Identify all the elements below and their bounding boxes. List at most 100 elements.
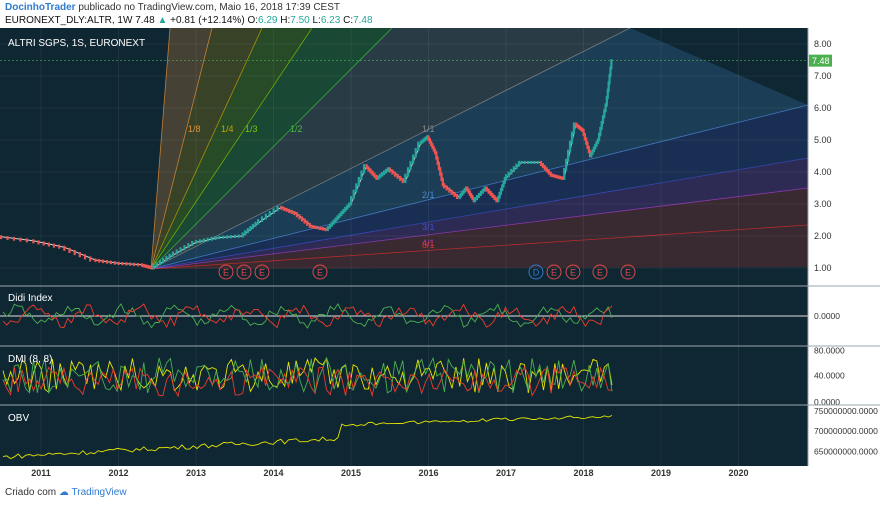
price-candle bbox=[466, 186, 469, 192]
price-candle bbox=[336, 215, 339, 221]
price-candle bbox=[282, 206, 286, 211]
chart-area[interactable]: 1/8 1/4 1/3 1/2 1/1 2/1 3/1 4/18/1 7.48 E E E E D E E E… bbox=[0, 28, 880, 484]
price-candle bbox=[607, 81, 610, 92]
price-candle bbox=[605, 95, 608, 107]
price-candle bbox=[472, 197, 475, 203]
gann-fan-line bbox=[150, 28, 171, 269]
price-candle bbox=[541, 163, 545, 169]
price-candle bbox=[133, 262, 136, 267]
author-link[interactable]: DocinhoTrader bbox=[5, 2, 76, 13]
gann-fan: 1/8 1/4 1/3 1/2 1/1 2/1 3/1 4/18/1 bbox=[150, 28, 809, 270]
price-candle bbox=[162, 257, 165, 264]
x-tick-label: 2011 bbox=[31, 468, 51, 478]
price-candle bbox=[459, 192, 462, 198]
price-candle bbox=[264, 213, 267, 220]
price-candle bbox=[334, 217, 337, 223]
pane-y-tick-label: 40.0000 bbox=[814, 371, 845, 381]
price-candle bbox=[606, 88, 609, 99]
price-candle bbox=[561, 176, 564, 180]
price-candle bbox=[346, 204, 349, 210]
price-candle bbox=[483, 186, 486, 192]
price-candle bbox=[422, 138, 425, 143]
axes: 8.00 7.00 6.00 5.00 4.00 3.00 2.00 1.00 2011 2012… bbox=[0, 28, 880, 484]
price-candle bbox=[470, 192, 473, 199]
price-candle bbox=[536, 160, 539, 164]
price-candle bbox=[475, 195, 479, 201]
price-candle bbox=[510, 168, 513, 175]
price-candle bbox=[555, 174, 558, 179]
price-candle bbox=[98, 259, 101, 263]
last-price-tag-text: 7.48 bbox=[812, 56, 830, 66]
price-candle bbox=[439, 167, 442, 176]
price-candle bbox=[311, 224, 314, 229]
open-value: 6.29 bbox=[258, 15, 278, 26]
price-candle bbox=[468, 190, 472, 196]
x-tick-label: 2012 bbox=[108, 468, 128, 478]
price-candle bbox=[78, 252, 81, 258]
price-candle bbox=[37, 240, 40, 245]
price-candle bbox=[539, 160, 543, 167]
price-candle bbox=[369, 168, 372, 174]
price-candle bbox=[144, 264, 147, 268]
price-candle bbox=[401, 177, 404, 184]
change-up-icon: ▲ bbox=[157, 15, 168, 26]
price-candle bbox=[285, 207, 288, 212]
price-candle bbox=[578, 125, 581, 130]
gann-fan-label: 3/1 bbox=[422, 222, 435, 232]
price-candle bbox=[491, 192, 494, 199]
price-candle bbox=[453, 191, 456, 197]
price-candle bbox=[603, 109, 606, 119]
price-candle bbox=[574, 122, 577, 127]
price-candle bbox=[332, 219, 335, 225]
publish-info: publicado no TradingView.com, Maio 16, 2… bbox=[78, 2, 341, 13]
tradingview-logo-icon: ☁ bbox=[58, 487, 69, 498]
close-value: 7.48 bbox=[353, 15, 373, 26]
price-candle bbox=[12, 236, 16, 241]
gann-fan-line bbox=[150, 28, 213, 270]
price-candle bbox=[467, 188, 470, 194]
price-candle bbox=[249, 225, 252, 232]
price-candle bbox=[437, 161, 441, 171]
price-candle bbox=[430, 140, 433, 147]
y-tick-label: 5.00 bbox=[814, 135, 832, 145]
price-candle bbox=[241, 232, 244, 238]
tradingview-brand[interactable]: TradingView bbox=[71, 487, 127, 498]
price-candle bbox=[423, 137, 426, 142]
pane-y-tick-label: 750000000.0000 bbox=[814, 406, 878, 416]
price-candle bbox=[431, 143, 434, 149]
price-candle bbox=[328, 223, 331, 229]
price-candle bbox=[321, 227, 324, 231]
chart-footer: Criado com ☁ TradingView bbox=[5, 487, 127, 498]
price-candle bbox=[464, 186, 468, 192]
price-candle bbox=[533, 160, 536, 164]
indicator-series-line bbox=[2, 415, 613, 460]
price-candle bbox=[577, 124, 580, 129]
price-candle bbox=[412, 154, 415, 164]
time-scale-background bbox=[0, 466, 880, 484]
price-candle bbox=[433, 148, 437, 155]
price-candle bbox=[342, 208, 345, 215]
price-candle bbox=[348, 202, 351, 208]
price-candle bbox=[462, 189, 465, 195]
price-candle bbox=[515, 163, 518, 170]
gann-fan-label: 1/8 bbox=[188, 124, 201, 134]
price-candle bbox=[52, 243, 56, 248]
price-candle bbox=[109, 260, 112, 265]
price-candle bbox=[563, 167, 566, 180]
price-candle bbox=[596, 138, 599, 145]
price-candle bbox=[371, 170, 374, 176]
price-candle bbox=[587, 145, 590, 154]
publish-line: DocinhoTrader publicado no TradingView.c… bbox=[5, 2, 340, 13]
price-candle bbox=[489, 190, 492, 196]
price-candle bbox=[113, 261, 116, 265]
price-candle bbox=[237, 234, 240, 238]
price-candle bbox=[152, 264, 155, 270]
price-candle bbox=[570, 131, 574, 144]
price-candle bbox=[499, 188, 503, 195]
price-candle bbox=[591, 149, 594, 155]
price-candle bbox=[595, 141, 598, 147]
price-candle bbox=[586, 141, 589, 149]
pane-y-tick-label: 0.0000 bbox=[814, 311, 840, 321]
price-candle bbox=[367, 166, 370, 172]
gann-fan-label: 1/3 bbox=[245, 124, 258, 134]
